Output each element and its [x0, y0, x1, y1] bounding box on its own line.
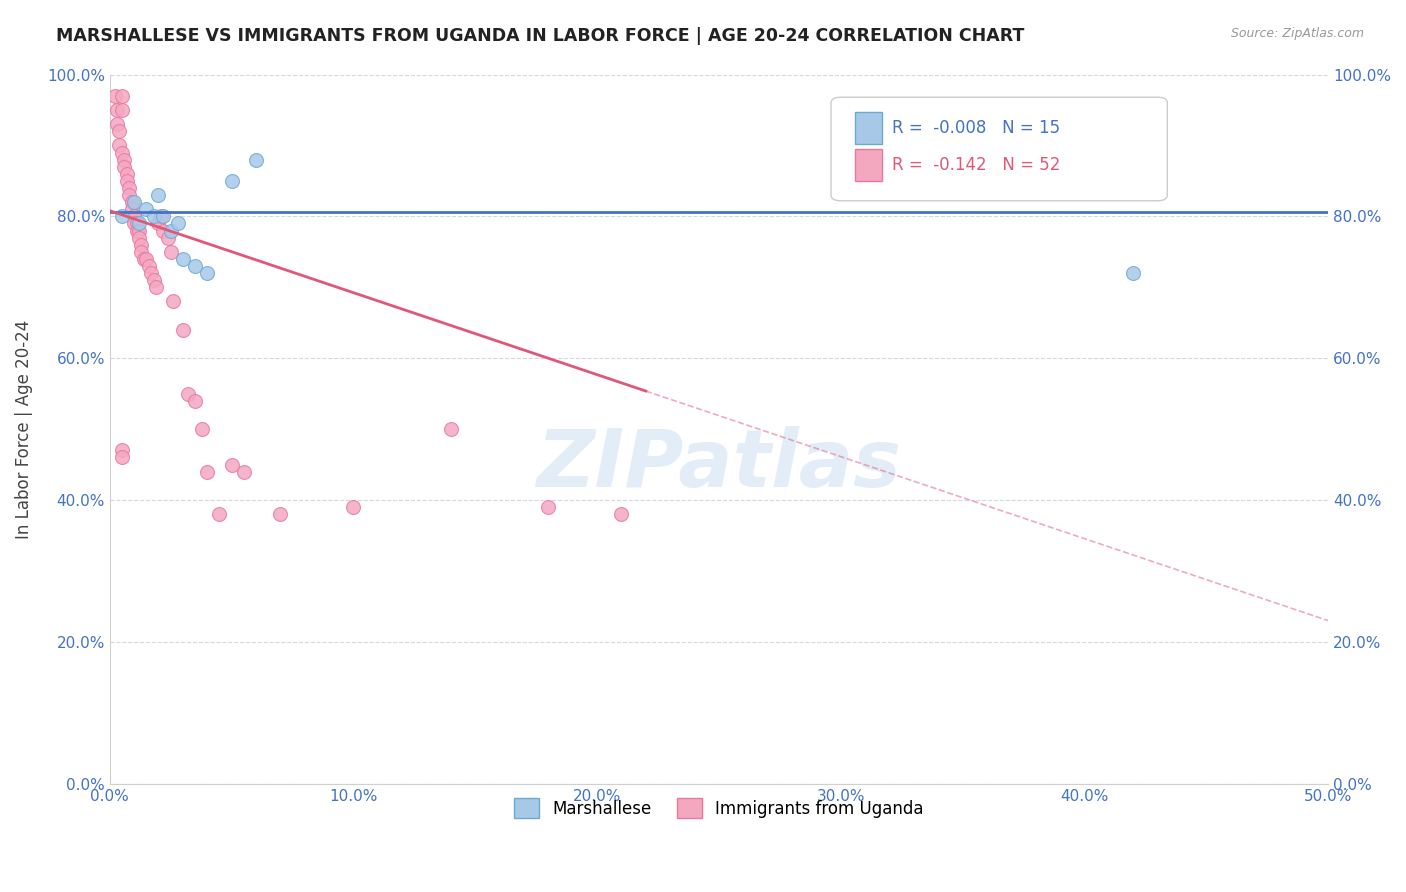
Point [152, 223, 174, 237]
Point [208, 507, 231, 521]
Point [152, 210, 174, 224]
Point [112, 153, 135, 167]
Point [108, 124, 131, 138]
Point [167, 217, 190, 231]
Point [121, 202, 143, 217]
Point [232, 465, 254, 479]
Point [115, 167, 138, 181]
Point [122, 210, 145, 224]
Point [121, 195, 143, 210]
Y-axis label: In Labor Force | Age 20-24: In Labor Force | Age 20-24 [15, 319, 32, 539]
Text: R =  -0.008   N = 15: R = -0.008 N = 15 [891, 119, 1060, 136]
Point [221, 458, 243, 472]
Point [112, 160, 135, 174]
Point [142, 210, 165, 224]
Point [128, 223, 150, 237]
Point [172, 252, 194, 266]
Point [195, 266, 218, 280]
Point [162, 294, 184, 309]
Point [104, 88, 127, 103]
Point [135, 252, 157, 266]
Point [132, 252, 155, 266]
Point [128, 230, 150, 244]
Point [191, 422, 214, 436]
Point [157, 230, 180, 244]
Point [177, 386, 200, 401]
Point [108, 138, 131, 153]
Point [111, 210, 134, 224]
Text: R =  -0.142   N = 52: R = -0.142 N = 52 [891, 156, 1060, 174]
Point [440, 422, 463, 436]
Legend: Marshallese, Immigrants from Uganda: Marshallese, Immigrants from Uganda [508, 791, 931, 825]
Point [1122, 266, 1144, 280]
Point [342, 500, 364, 515]
Text: ZIPatlas: ZIPatlas [537, 425, 901, 504]
Point [105, 117, 128, 131]
Point [128, 217, 150, 231]
Point [610, 507, 633, 521]
Point [122, 195, 145, 210]
Point [111, 88, 134, 103]
Point [125, 217, 148, 231]
Point [118, 188, 141, 202]
Bar [855, 112, 882, 144]
Point [149, 210, 172, 224]
Point [245, 153, 267, 167]
Point [184, 393, 207, 408]
Point [115, 174, 138, 188]
Point [111, 443, 134, 458]
Point [122, 217, 145, 231]
Point [142, 273, 165, 287]
Point [159, 223, 181, 237]
Point [148, 217, 170, 231]
Point [111, 103, 134, 117]
Text: MARSHALLESE VS IMMIGRANTS FROM UGANDA IN LABOR FORCE | AGE 20-24 CORRELATION CHA: MARSHALLESE VS IMMIGRANTS FROM UGANDA IN… [56, 27, 1025, 45]
Point [145, 280, 167, 294]
Point [131, 244, 153, 259]
Point [105, 103, 128, 117]
Point [141, 266, 163, 280]
Point [221, 174, 243, 188]
Point [138, 259, 160, 273]
Point [148, 188, 170, 202]
Point [125, 223, 148, 237]
Point [135, 202, 157, 217]
FancyBboxPatch shape [831, 97, 1167, 201]
Bar [855, 149, 882, 181]
Point [195, 465, 218, 479]
Point [111, 145, 134, 160]
Point [269, 507, 291, 521]
Point [537, 500, 560, 515]
Point [111, 450, 134, 465]
Point [172, 323, 194, 337]
Point [159, 244, 181, 259]
Text: Source: ZipAtlas.com: Source: ZipAtlas.com [1230, 27, 1364, 40]
Point [184, 259, 207, 273]
Point [131, 237, 153, 252]
Point [122, 210, 145, 224]
Point [118, 181, 141, 195]
